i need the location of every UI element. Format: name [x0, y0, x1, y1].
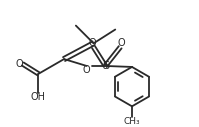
Text: CH₃: CH₃ [124, 117, 140, 126]
Text: O: O [117, 38, 125, 48]
Text: O: O [83, 65, 91, 75]
Text: O: O [89, 38, 97, 48]
Text: OH: OH [31, 92, 46, 102]
Text: S: S [102, 61, 109, 71]
Text: O: O [15, 59, 23, 69]
